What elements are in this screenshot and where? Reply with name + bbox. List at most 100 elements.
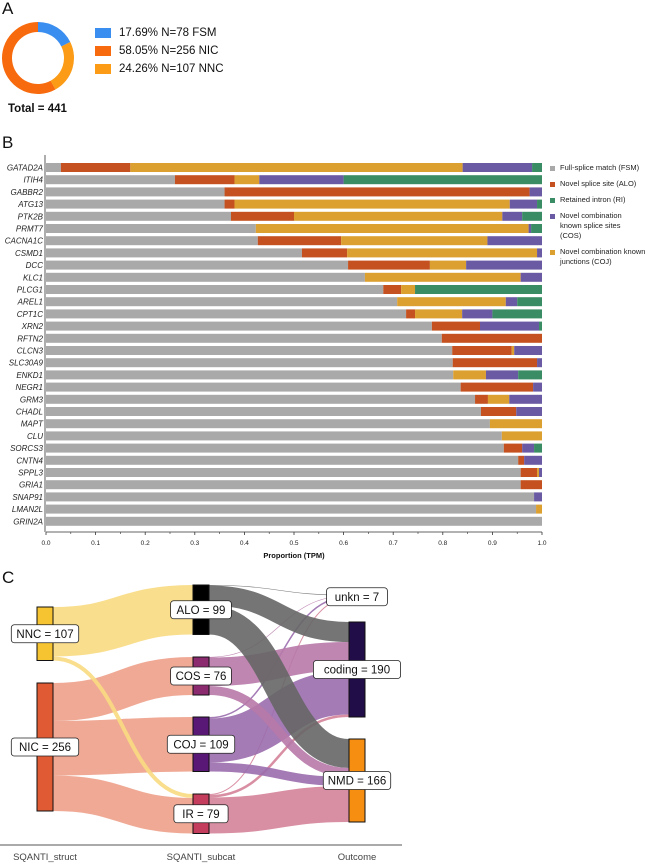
sankey-link-alo-nmd xyxy=(207,605,351,768)
sankey-axis-label: SQANTI_struct xyxy=(13,852,77,863)
bar-segment-coj xyxy=(234,199,510,209)
legend-swatch xyxy=(550,165,555,171)
bar-segment-cos xyxy=(534,492,542,502)
sankey-node-label: COS = 76 xyxy=(176,671,227,683)
legend-label: Novel combination known junctions (COJ) xyxy=(560,247,646,266)
bar-segment-alo xyxy=(383,285,402,294)
gene-label: PTK2B xyxy=(18,212,44,221)
sankey-label-box xyxy=(170,666,232,686)
bar-segment-alo xyxy=(518,455,525,465)
bar-segment-coj xyxy=(234,175,260,185)
bar-segment-fsm xyxy=(46,346,453,355)
gene-label: SLC30A9 xyxy=(9,359,44,368)
gene-label: CSMD1 xyxy=(15,249,43,258)
bar-segment-cos xyxy=(462,309,493,319)
gene-label: SNAP91 xyxy=(12,493,43,502)
bar-segment-cos xyxy=(514,346,542,355)
legend-label: 17.69% N=78 FSM xyxy=(119,27,217,39)
bar-segment-alo xyxy=(406,309,416,319)
sankey-node-label: ALO = 99 xyxy=(177,605,226,617)
bar-segment-alo xyxy=(475,394,488,404)
sankey-diagram: NNC = 107 NIC = 256 ALO = 99 COS = 76 COJ = … xyxy=(0,584,402,863)
sankey-node-label: unkn = 7 xyxy=(335,592,379,604)
bar-segment-coj xyxy=(489,419,542,429)
bar-segment-coj xyxy=(415,309,463,319)
gene-label: GABBR2 xyxy=(11,188,44,197)
bar-segment-fsm xyxy=(46,455,519,465)
bar-segment-fsm xyxy=(46,297,398,307)
bar-segment-alo xyxy=(224,199,235,209)
gene-label: CLCN3 xyxy=(17,347,44,356)
sankey-link-cos-nmd xyxy=(208,686,350,777)
bar-segment-ri xyxy=(492,309,542,319)
sankey-label-box xyxy=(326,587,388,607)
bar-segment-coj xyxy=(487,394,510,404)
x-tick-label: 0.4 xyxy=(240,540,249,547)
bar-segment-ri xyxy=(522,211,542,221)
bar-segment-fsm xyxy=(46,468,521,477)
legend-item-coj: Novel combination known junctions (COJ) xyxy=(550,247,650,267)
bar-segment-ri xyxy=(343,175,542,185)
bar-segment-cos xyxy=(528,224,532,233)
gene-label: CHADL xyxy=(16,408,43,417)
bar-segment-coj xyxy=(511,346,515,355)
x-tick-label: 0.0 xyxy=(41,540,50,547)
bar-segment-fsm xyxy=(46,211,232,221)
bar-segment-coj xyxy=(429,260,467,270)
bar-segment-coj xyxy=(255,224,529,233)
bar-segment-cos xyxy=(537,248,542,258)
legend-item-nnc: 24.26% N=107 NNC xyxy=(95,63,224,75)
gene-label: PRMT7 xyxy=(16,225,44,234)
bar-segment-coj xyxy=(536,504,542,514)
sankey-link-nnc-ir xyxy=(52,656,194,798)
bar-segment-coj xyxy=(397,297,506,307)
bar-segment-cos xyxy=(487,236,542,246)
bar-segment-coj xyxy=(364,272,521,282)
gene-label: RFTN2 xyxy=(17,334,43,343)
bar-segment-cos xyxy=(509,394,542,404)
sankey-node-label: COJ = 109 xyxy=(173,739,228,751)
legend-label: 24.26% N=107 NNC xyxy=(119,63,224,75)
x-tick-label: 1.0 xyxy=(537,540,546,547)
bar-segment-alo xyxy=(174,175,235,185)
bar-segment-fsm xyxy=(46,407,481,416)
sankey-link-ir-nmd xyxy=(208,786,350,834)
bar-segment-fsm xyxy=(46,321,432,331)
bar-segment-fsm xyxy=(46,272,365,282)
gene-label: AREL1 xyxy=(17,298,43,307)
x-tick-label: 0.9 xyxy=(488,540,497,547)
bar-segment-fsm xyxy=(46,309,407,319)
sankey-label-box xyxy=(10,624,80,644)
x-axis-title: Proportion (TPM) xyxy=(263,551,325,560)
bar-segment-cos xyxy=(259,175,344,185)
bar-segment-cos xyxy=(480,321,540,331)
bar-segment-alo xyxy=(348,260,430,270)
bar-segment-fsm xyxy=(46,504,537,514)
bar-segment-fsm xyxy=(46,236,258,246)
bar-segment-fsm xyxy=(46,285,384,294)
sankey-label-box xyxy=(322,771,392,790)
x-tick-label: 0.1 xyxy=(91,540,100,547)
legend-swatch xyxy=(550,197,555,203)
legend-swatch xyxy=(95,28,111,38)
bar-segment-fsm xyxy=(46,248,302,258)
legend-label: Retained intron (RI) xyxy=(560,195,626,204)
bar-segment-fsm xyxy=(46,516,542,526)
bar-segment-fsm xyxy=(46,394,476,404)
gene-label: PLCG1 xyxy=(17,286,43,295)
gene-label: MAPT xyxy=(21,420,44,429)
bar-segment-cos xyxy=(516,407,542,416)
bar-segment-coj xyxy=(130,163,463,172)
gene-label: CACNA1C xyxy=(5,237,43,246)
gene-label: SORCS3 xyxy=(10,444,43,453)
bar-segment-cos xyxy=(539,468,542,477)
bar-segment-alo xyxy=(301,248,348,258)
bar-segment-alo xyxy=(257,236,342,246)
bar-segment-coj xyxy=(294,211,503,221)
sankey-node-label: coding = 190 xyxy=(324,665,390,677)
bar-segment-cos xyxy=(485,370,519,380)
bar-segment-alo xyxy=(520,468,538,477)
gene-label: XRN2 xyxy=(21,322,44,331)
bar-segment-ri xyxy=(537,199,542,209)
gene-label: LMAN2L xyxy=(12,505,43,514)
